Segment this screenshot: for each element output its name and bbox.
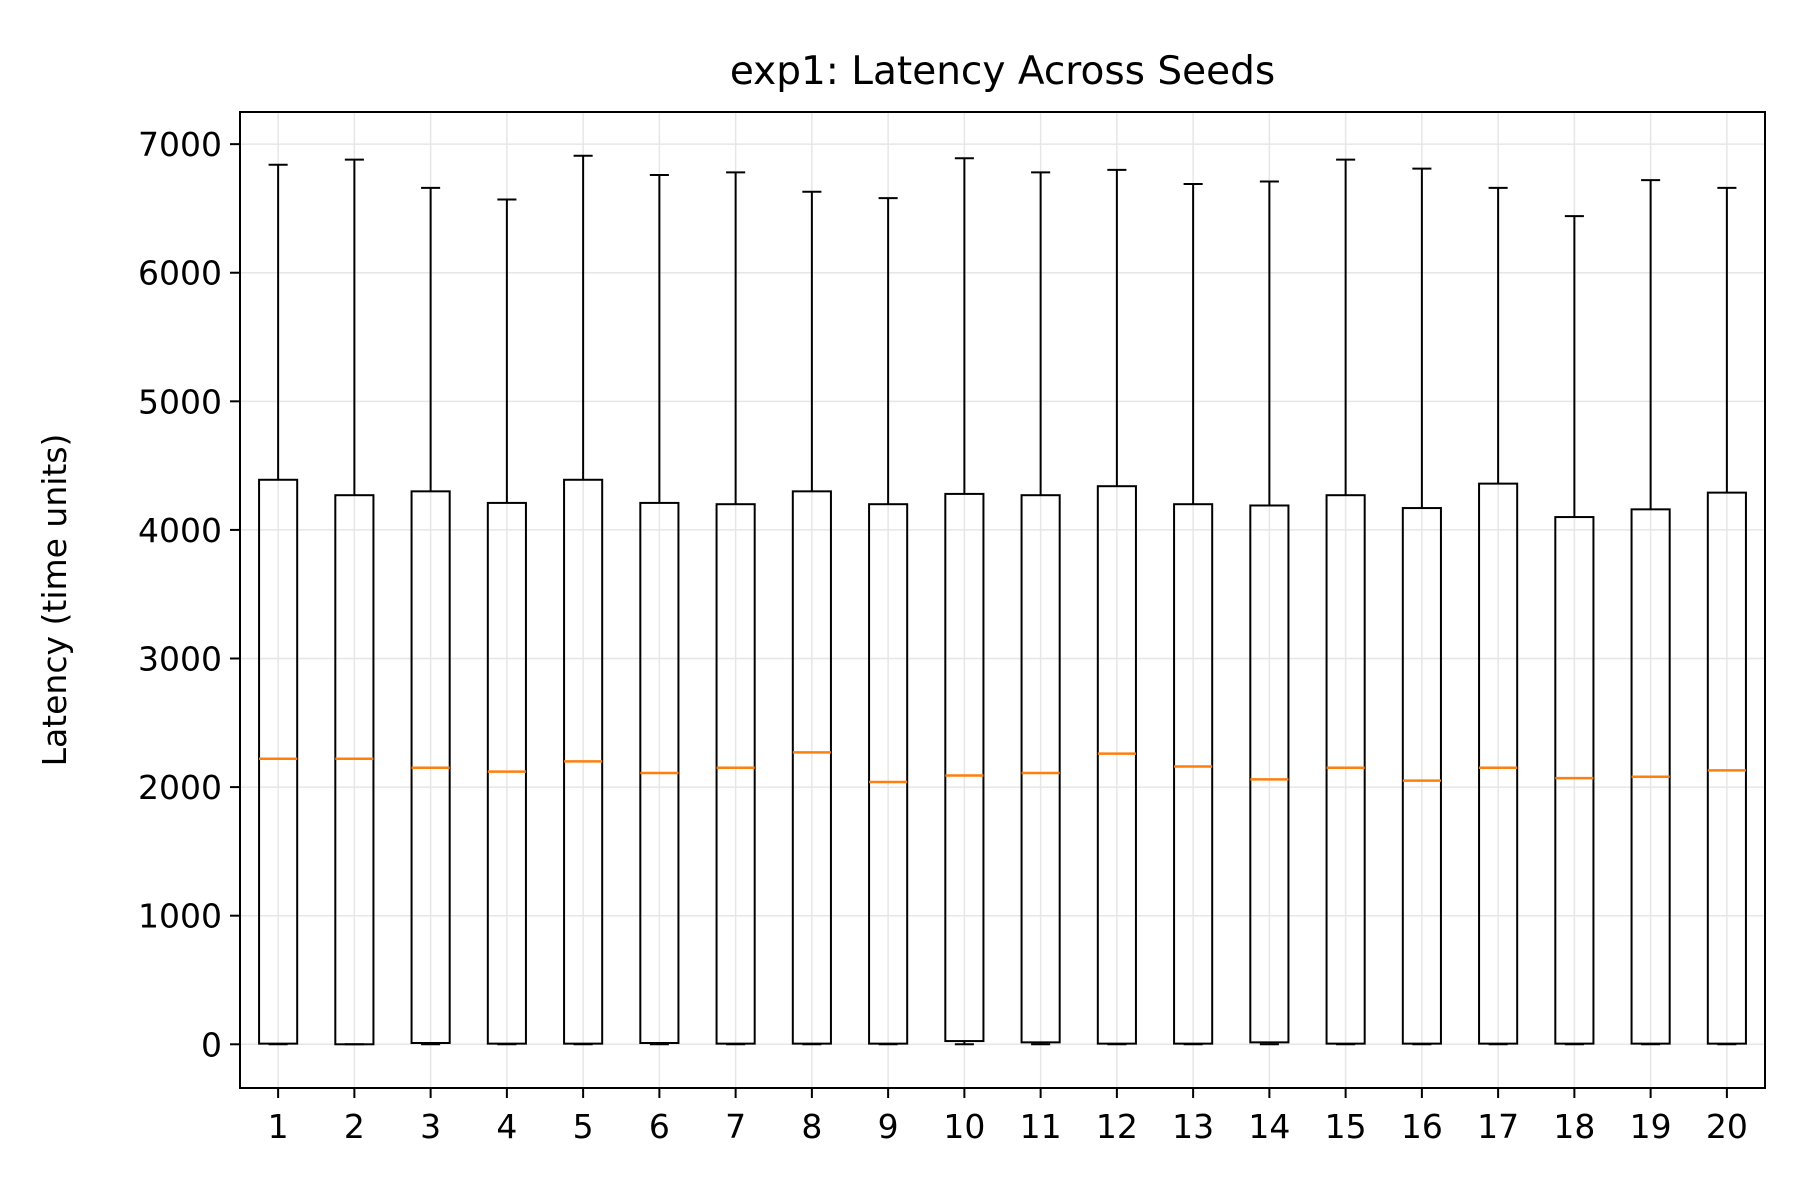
x-tick-label: 16 [1401,1107,1443,1146]
x-tick-label: 2 [344,1107,365,1146]
y-tick-label: 0 [201,1025,222,1064]
iqr-box [486,501,527,1045]
x-tick-label: 7 [725,1107,746,1146]
y-tick-label: 2000 [138,768,222,807]
y-tick-label: 6000 [138,254,222,293]
iqr-box [1478,482,1519,1045]
box-seed-6 [639,174,680,1046]
y-tick-label: 4000 [138,511,222,550]
x-tick-label: 12 [1096,1107,1138,1146]
y-tick-label: 1000 [138,897,222,936]
box-seed-18 [1554,215,1595,1046]
x-tick-label: 18 [1553,1107,1595,1146]
x-tick-label: 15 [1325,1107,1367,1146]
box-seed-4 [486,198,527,1046]
box-seed-9 [868,197,909,1046]
iqr-box [258,478,299,1045]
iqr-box [1706,491,1747,1045]
box-seed-15 [1325,158,1366,1046]
iqr-box [1020,494,1061,1044]
x-tick-label: 3 [420,1107,441,1146]
box-seed-16 [1401,167,1442,1046]
y-tick-label: 3000 [138,640,222,679]
box-seed-11 [1020,171,1061,1046]
x-tick-label: 17 [1477,1107,1519,1146]
iqr-box [1325,494,1366,1045]
box-seed-1 [258,163,299,1046]
x-tick-label: 11 [1020,1107,1062,1146]
x-tick-label: 20 [1706,1107,1748,1146]
x-tick-label: 14 [1248,1107,1290,1146]
x-tick-label: 9 [878,1107,899,1146]
box-seed-13 [1173,183,1214,1046]
iqr-box [715,503,756,1045]
x-tick-label: 6 [649,1107,670,1146]
y-axis-label: Latency (time units) [35,434,74,767]
x-tick-label: 10 [943,1107,985,1146]
iqr-box [1249,504,1290,1044]
y-tick-label: 5000 [138,382,222,421]
x-tick-label: 19 [1630,1107,1672,1146]
box-layer [258,154,1747,1046]
box-seed-7 [715,171,756,1046]
iqr-box [1401,507,1442,1045]
box-seed-2 [334,158,375,1046]
x-tick-label: 1 [268,1107,289,1146]
iqr-box [1173,503,1214,1045]
box-seed-14 [1249,180,1290,1046]
iqr-box [944,492,985,1043]
x-tick-label: 8 [801,1107,822,1146]
x-tick-label: 4 [496,1107,517,1146]
iqr-box [1554,516,1595,1045]
x-tick-label: 5 [573,1107,594,1146]
box-seed-10 [944,157,985,1046]
plot-frame [239,111,1766,1089]
box-seed-3 [410,186,451,1046]
iqr-box [791,490,832,1045]
box-seed-12 [1096,168,1137,1046]
box-seed-17 [1478,186,1519,1046]
box-seed-19 [1630,179,1671,1046]
chart-title: exp1: Latency Across Seeds [730,49,1275,94]
box-seed-20 [1706,186,1747,1046]
y-tick-label: 7000 [138,125,222,164]
iqr-box [868,503,909,1045]
box-seed-8 [791,190,832,1046]
iqr-box [334,494,375,1046]
box-seed-5 [563,154,604,1046]
iqr-box [1096,485,1137,1045]
x-tick-label: 13 [1172,1107,1214,1146]
